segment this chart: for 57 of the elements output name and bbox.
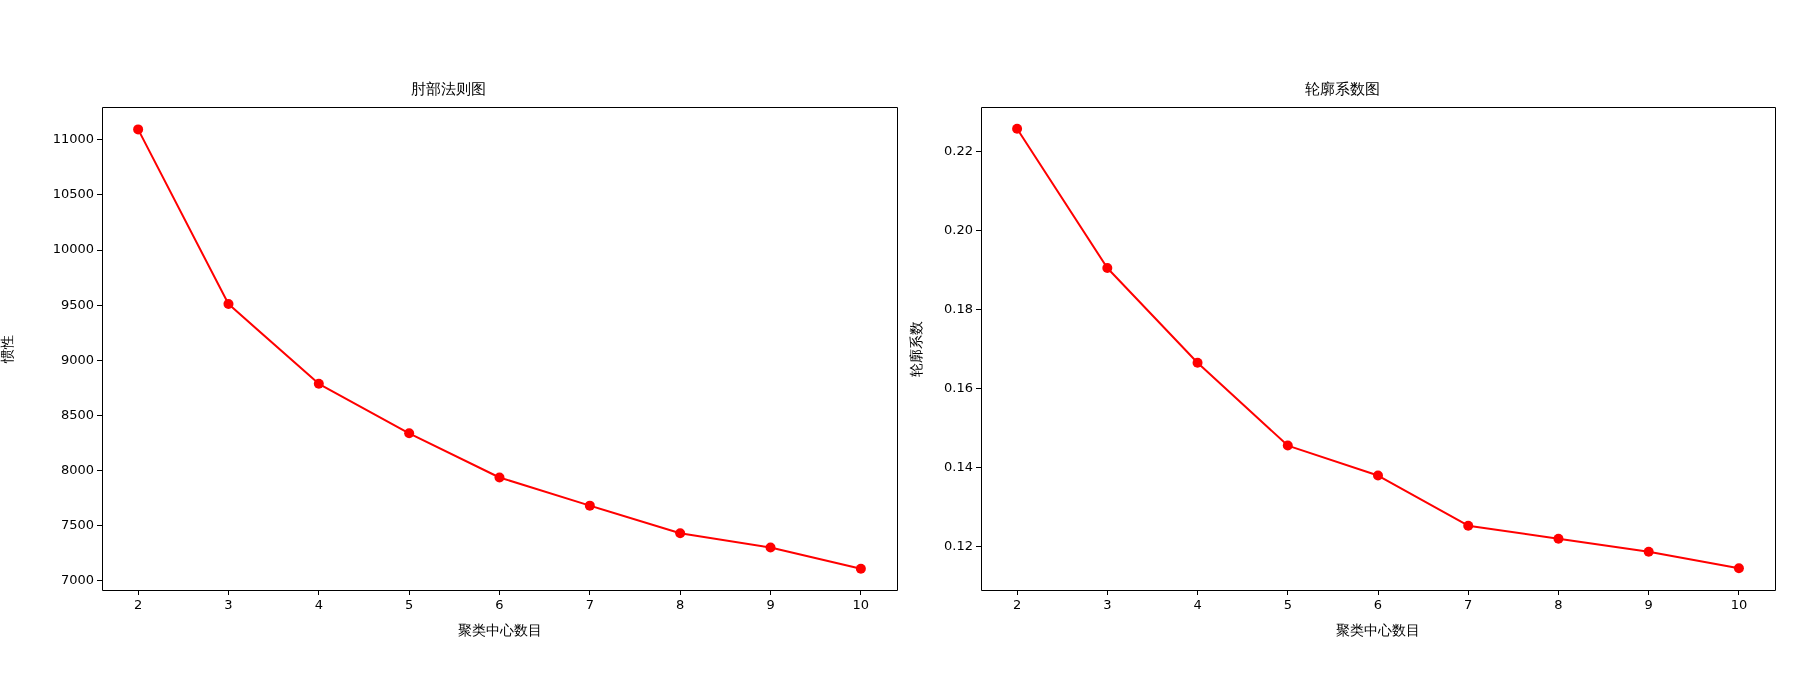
x-tick-label: 4	[314, 597, 323, 613]
point	[1463, 520, 1474, 531]
x-tick-label: 5	[405, 597, 414, 613]
point	[1282, 440, 1293, 451]
x-tick-label: 3	[1103, 597, 1112, 613]
x-tick-label: 4	[1193, 597, 1202, 613]
point	[1012, 123, 1023, 134]
x-tick-label: 5	[1283, 597, 1292, 613]
y-tick-label: 0.18	[944, 300, 973, 316]
x-tick-label: 7	[1464, 597, 1473, 613]
point	[1733, 563, 1744, 574]
point	[133, 124, 144, 135]
y-tick-label: 8000	[60, 461, 94, 477]
x-tick-label: 2	[1012, 597, 1022, 613]
point	[494, 472, 505, 483]
point	[1373, 470, 1383, 481]
y-tick-label: 7000	[60, 572, 94, 588]
y-tick-label: 10000	[52, 241, 94, 257]
x-tick-label: 2	[134, 597, 143, 613]
y-axis-title: 轮廓系数	[908, 320, 925, 377]
y-tick-label: 7500	[60, 517, 94, 533]
x-tick-label: 10	[852, 597, 870, 613]
y-tick-label: 11000	[52, 131, 94, 147]
point	[1192, 357, 1203, 368]
point	[584, 500, 595, 511]
chart-title: 肘部法则图	[411, 79, 486, 98]
x-tick-label: 7	[585, 597, 594, 613]
y-tick-label: 0.16	[944, 379, 973, 395]
point	[1553, 533, 1564, 544]
x-tick-label: 3	[224, 597, 233, 613]
point	[1643, 546, 1654, 557]
chart-title: 轮廓系数图	[1304, 79, 1380, 98]
point	[855, 563, 866, 574]
y-tick-label: 8500	[60, 406, 94, 422]
point	[765, 542, 776, 553]
y-axis-title: 惯性	[0, 334, 16, 364]
x-tick-label: 9	[766, 597, 775, 613]
x-axis-title: 聚类中心数目	[1336, 622, 1420, 639]
x-tick-label: 10	[1730, 597, 1748, 613]
x-tick-label: 6	[1373, 597, 1383, 613]
y-tick-label: 0.20	[944, 221, 973, 237]
y-tick-label: 10500	[52, 186, 94, 202]
y-tick-label: 9500	[60, 296, 94, 312]
y-tick-label: 9000	[60, 351, 94, 367]
point	[313, 378, 324, 389]
point	[223, 299, 234, 310]
x-tick-label: 6	[495, 597, 504, 613]
point	[675, 528, 686, 539]
y-tick-label: 0.12	[944, 537, 973, 553]
x-axis-title: 聚类中心数目	[457, 622, 542, 639]
x-tick-label: 8	[676, 597, 685, 613]
y-tick-label: 0.14	[944, 458, 973, 474]
x-tick-label: 9	[1644, 597, 1653, 613]
x-tick-label: 8	[1554, 597, 1563, 613]
point	[404, 428, 415, 439]
y-tick-label: 0.22	[944, 142, 973, 158]
point	[1102, 263, 1113, 273]
